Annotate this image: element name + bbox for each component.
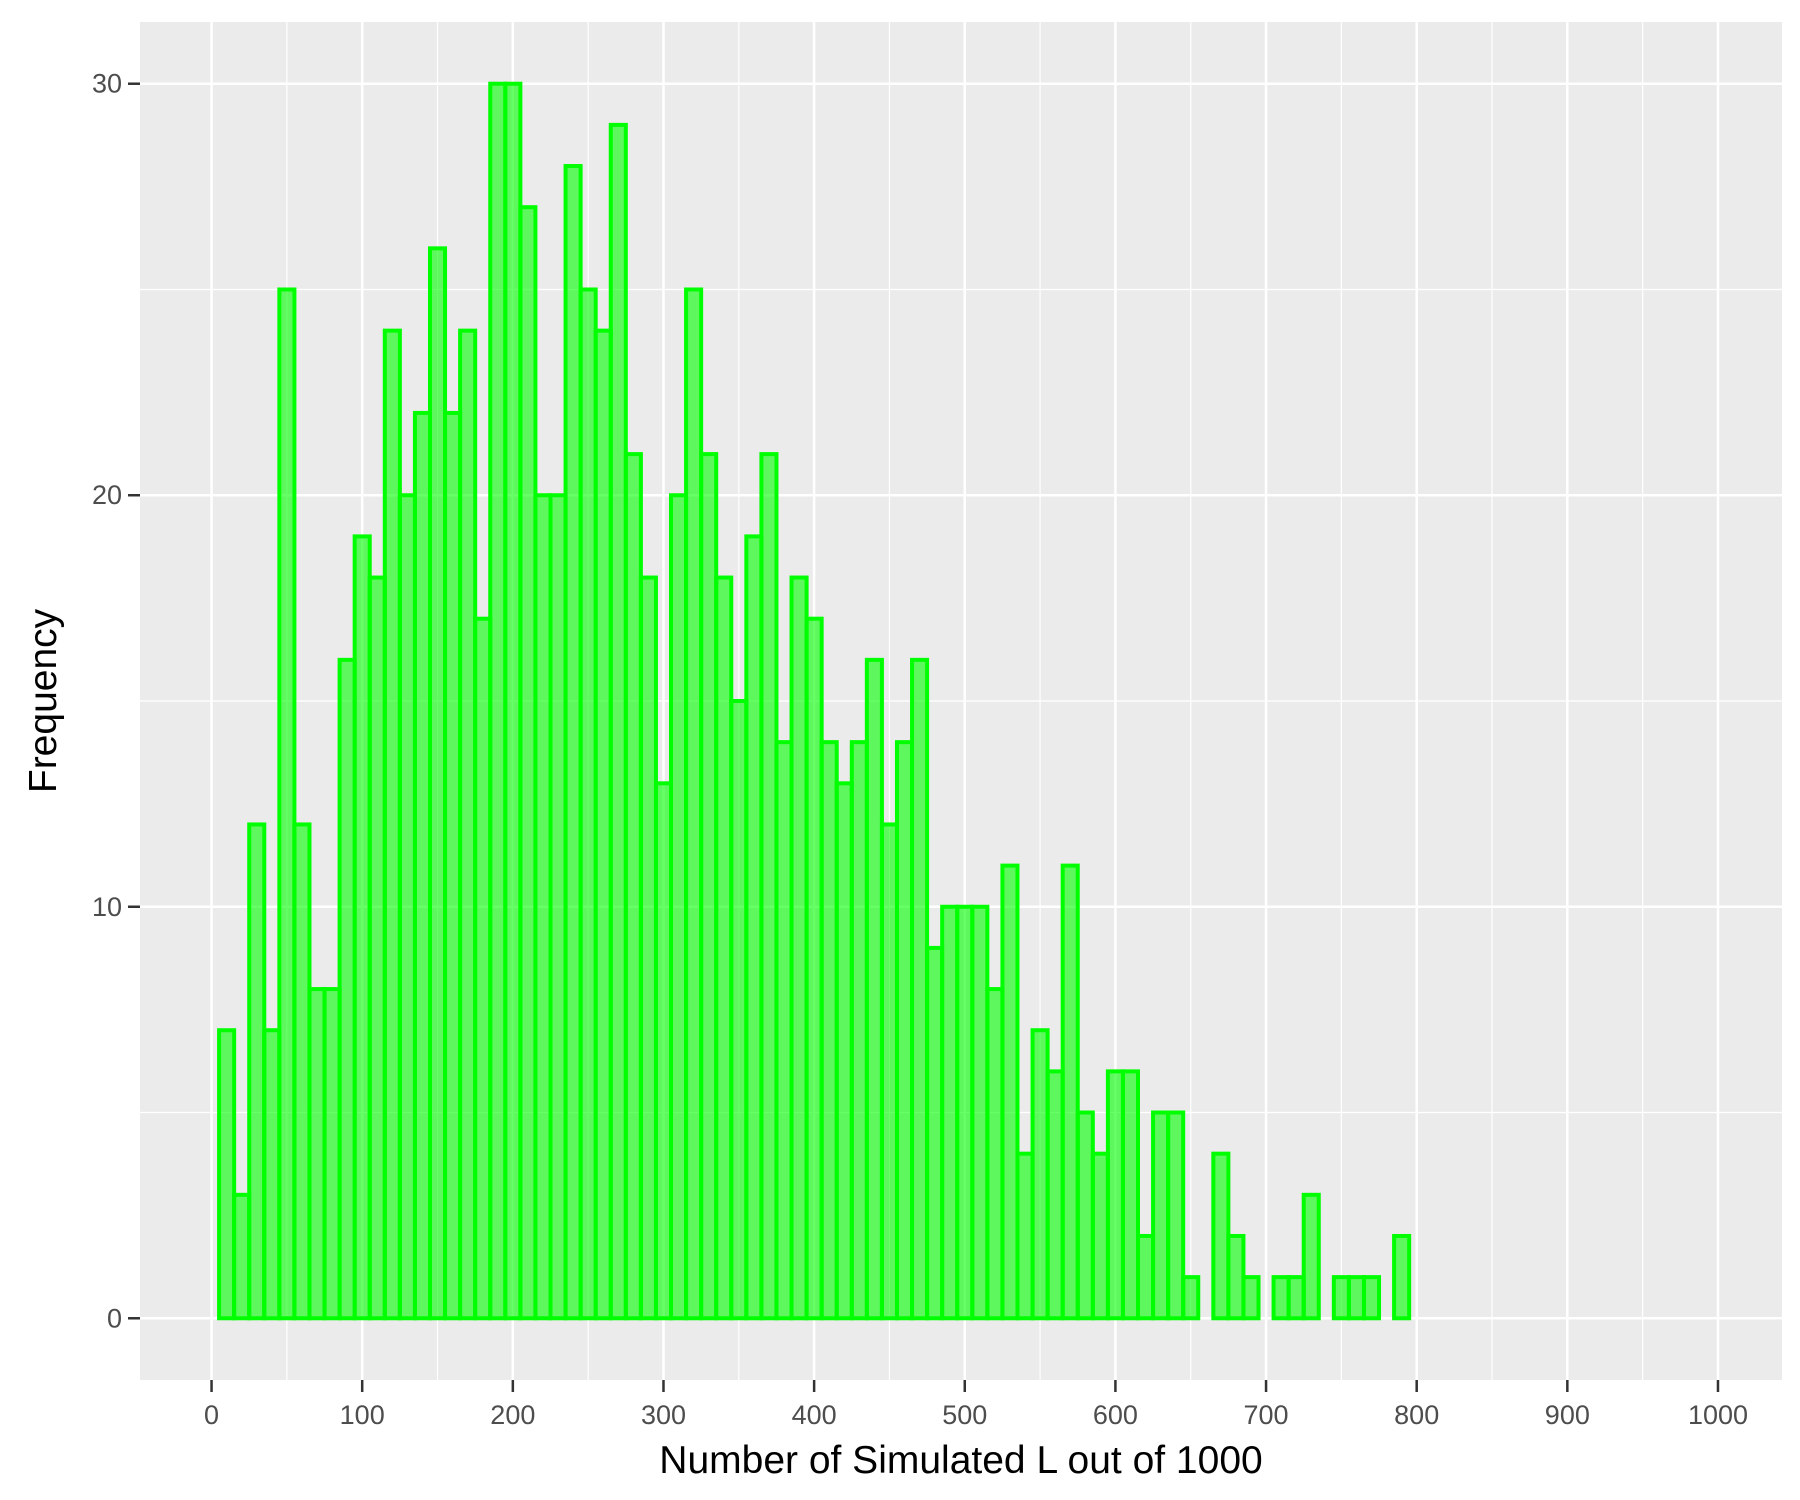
histogram-bar (382, 328, 402, 1321)
histogram-bars (217, 81, 1412, 1321)
histogram-bar (292, 822, 312, 1321)
histogram-bar (774, 740, 794, 1321)
histogram-bar (533, 493, 553, 1321)
histogram-bar (714, 575, 734, 1321)
histogram-bar (729, 699, 749, 1321)
histogram-bar (247, 822, 267, 1321)
histogram-bar (1286, 1275, 1306, 1321)
x-tick-label: 0 (204, 1400, 219, 1430)
histogram-bar (518, 205, 538, 1321)
histogram-bar (1301, 1192, 1321, 1321)
histogram-bar (638, 575, 658, 1321)
histogram-bar (879, 822, 899, 1321)
histogram-bar (1181, 1275, 1201, 1321)
histogram-bar (262, 1028, 282, 1321)
histogram-bar (608, 122, 628, 1321)
histogram-bar (578, 287, 598, 1321)
histogram-bar (1151, 1110, 1171, 1321)
histogram-bar (684, 287, 704, 1321)
y-tick-label: 20 (92, 480, 122, 510)
histogram-bar (1271, 1275, 1291, 1321)
x-tick-label: 200 (490, 1400, 535, 1430)
histogram-bar (759, 452, 779, 1321)
histogram-bar (849, 740, 869, 1321)
histogram-bar (1030, 1028, 1050, 1321)
histogram-bar (970, 904, 990, 1321)
histogram-bar (1060, 863, 1080, 1321)
histogram-bar (623, 452, 643, 1321)
x-tick-label: 600 (1093, 1400, 1138, 1430)
histogram-bar (1346, 1275, 1366, 1321)
histogram-bar (1000, 863, 1020, 1321)
histogram-bar (699, 452, 719, 1321)
histogram-bar (955, 904, 975, 1321)
x-tick-label: 1000 (1688, 1400, 1748, 1430)
histogram-bar (910, 657, 930, 1321)
histogram-bar (1090, 1151, 1110, 1321)
histogram-bar (1075, 1110, 1095, 1321)
x-tick-label: 500 (942, 1400, 987, 1430)
histogram-bar (985, 987, 1005, 1321)
histogram-bar (653, 781, 674, 1321)
histogram-bar (397, 493, 417, 1321)
x-tick-label: 400 (792, 1400, 837, 1430)
histogram-bar (488, 81, 508, 1321)
histogram-bar (1241, 1275, 1261, 1321)
histogram-bar (443, 410, 463, 1321)
histogram-bar (804, 616, 824, 1321)
histogram-bar (1015, 1151, 1035, 1321)
histogram-bar (1211, 1151, 1231, 1321)
histogram-bar (819, 740, 839, 1321)
histogram-bar (669, 493, 689, 1321)
histogram-bar (1226, 1233, 1246, 1321)
histogram-bar (412, 410, 432, 1321)
histogram-bar (1166, 1110, 1186, 1321)
x-tick-label: 100 (340, 1400, 385, 1430)
histogram-bar (1136, 1233, 1156, 1321)
x-axis: 0 100 200 300 400 500 600 700 800 900 1000 (204, 1380, 1748, 1430)
histogram-bar (834, 781, 854, 1321)
histogram-bar (789, 575, 809, 1321)
histogram-bar (277, 287, 297, 1321)
histogram-bar (1361, 1275, 1382, 1321)
histogram-bar (864, 657, 884, 1321)
y-axis-title: Frequency (22, 608, 65, 793)
x-tick-label: 800 (1394, 1400, 1439, 1430)
histogram-bar (503, 81, 523, 1321)
histogram-bar (1120, 1069, 1141, 1321)
histogram-bar (744, 534, 764, 1321)
histogram-bar (894, 740, 915, 1321)
histogram-bar (925, 945, 945, 1321)
histogram-bar (593, 328, 613, 1321)
y-tick-label: 0 (107, 1303, 122, 1333)
x-tick-label: 300 (641, 1400, 686, 1430)
histogram-bar (232, 1192, 252, 1321)
x-tick-label: 900 (1545, 1400, 1590, 1430)
histogram-bar (217, 1028, 237, 1321)
histogram-bar (1331, 1275, 1351, 1321)
histogram-bar (322, 987, 342, 1321)
y-tick-label: 30 (92, 69, 122, 99)
histogram-bar (473, 616, 493, 1321)
histogram-bar (337, 657, 357, 1321)
histogram-bar (458, 328, 478, 1321)
histogram-bar (940, 904, 960, 1321)
x-axis-title: Number of Simulated L out of 1000 (659, 1439, 1262, 1482)
histogram-bar (1105, 1069, 1125, 1321)
histogram-bar (427, 246, 448, 1321)
x-tick-label: 700 (1244, 1400, 1289, 1430)
histogram-bar (1392, 1233, 1412, 1321)
histogram-bar (548, 493, 568, 1321)
histogram-bar (1045, 1069, 1065, 1321)
histogram-bar (367, 575, 387, 1321)
histogram-bar (563, 164, 583, 1321)
histogram-bar (307, 987, 327, 1321)
histogram-bar (352, 534, 372, 1321)
y-axis: 0 10 20 30 (92, 69, 140, 1333)
y-tick-label: 10 (92, 892, 122, 922)
